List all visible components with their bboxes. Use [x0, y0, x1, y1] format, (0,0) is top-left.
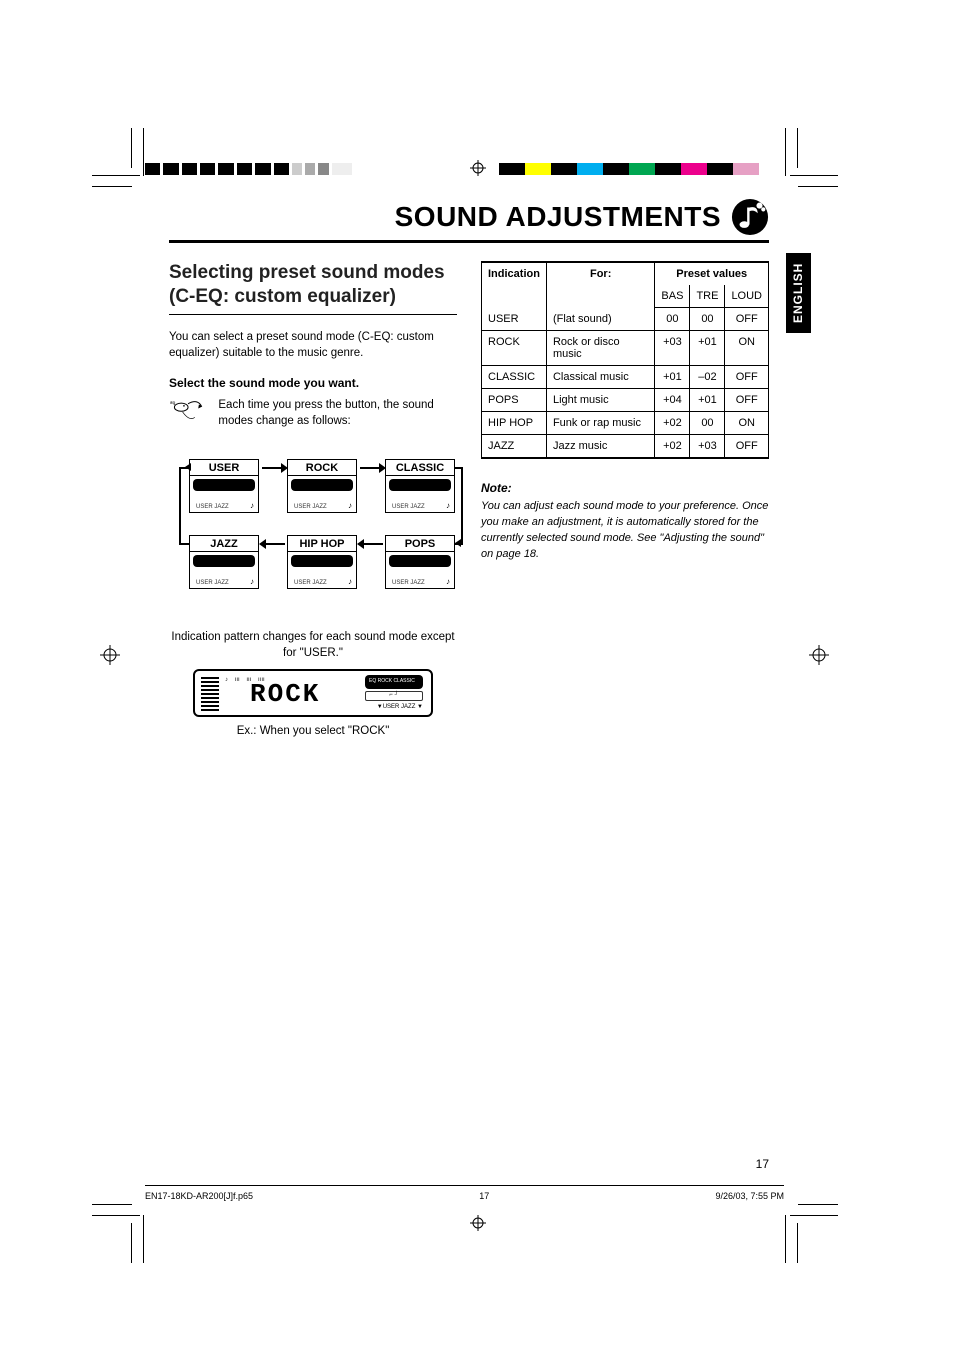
eq-caption: Each time you press the button, the soun… — [218, 397, 457, 429]
flow-box-pops: POPS USER JAZZ♪ — [385, 535, 455, 589]
lcd-right-panel: EQ ROCK CLASSIC ⌐ ┘ ▼USER JAZZ ▼ — [365, 675, 423, 713]
page-number: 17 — [756, 1157, 769, 1171]
cell-indication: POPS — [482, 389, 547, 412]
intro-text: You can select a preset sound mode (C-EQ… — [169, 329, 457, 362]
note-body: You can adjust each sound mode to your p… — [481, 499, 769, 563]
cell-indication: JAZZ — [482, 435, 547, 459]
cell-loud: OFF — [725, 308, 769, 331]
footer-page: 17 — [479, 1191, 489, 1201]
th-bas: BAS — [655, 285, 690, 308]
flow-box-user: USER USER JAZZ♪ — [189, 459, 259, 513]
register-mark-bottom — [470, 1215, 486, 1231]
table-row: HIP HOPFunk or rap music+0200ON — [482, 412, 769, 435]
cell-for: Classical music — [546, 366, 654, 389]
flow-diagram: USER USER JAZZ♪ ROCK USER JAZZ♪ CLASSIC … — [189, 459, 457, 619]
left-column: Selecting preset sound modes (C-EQ: cust… — [169, 261, 457, 737]
cell-for: Funk or rap music — [546, 412, 654, 435]
footer-datetime: 9/26/03, 7:55 PM — [715, 1191, 784, 1201]
color-blocks — [499, 163, 759, 175]
cell-loud: ON — [725, 412, 769, 435]
footer: EN17-18KD-AR200[J]f.p65 17 9/26/03, 7:55… — [145, 1185, 784, 1201]
cell-tre: –02 — [690, 366, 725, 389]
svg-text:EQ: EQ — [170, 401, 175, 405]
music-note-icon — [731, 198, 769, 236]
flow-box-hiphop: HIP HOP USER JAZZ♪ — [287, 535, 357, 589]
note-heading: Note: — [481, 481, 769, 495]
cell-indication: USER — [482, 308, 547, 331]
cell-tre: +01 — [690, 331, 725, 366]
cell-loud: OFF — [725, 389, 769, 412]
right-column: Indication For: Preset values BAS TRE LO… — [481, 261, 769, 737]
page-title-row: SOUND ADJUSTMENTS — [169, 198, 769, 243]
pattern-text: Indication pattern changes for each soun… — [169, 629, 457, 661]
cell-tre: +03 — [690, 435, 725, 459]
th-preset: Preset values — [655, 262, 769, 285]
th-indication: Indication — [482, 262, 547, 308]
table-row: POPSLight music+04+01OFF — [482, 389, 769, 412]
step-heading: Select the sound mode you want. — [169, 376, 457, 390]
th-tre: TRE — [690, 285, 725, 308]
table-row: ROCKRock or disco music+03+01ON — [482, 331, 769, 366]
cell-for: Light music — [546, 389, 654, 412]
cell-loud: OFF — [725, 435, 769, 459]
cell-bas: +03 — [655, 331, 690, 366]
language-tab: ENGLISH — [786, 253, 811, 333]
table-row: USER(Flat sound)0000OFF — [482, 308, 769, 331]
th-loud: LOUD — [725, 285, 769, 308]
table-row: JAZZJazz music+02+03OFF — [482, 435, 769, 459]
cell-loud: ON — [725, 331, 769, 366]
page-content: SOUND ADJUSTMENTS ENGLISH Selecting pres… — [169, 198, 769, 1171]
cell-indication: CLASSIC — [482, 366, 547, 389]
preset-tbody: USER(Flat sound)0000OFFROCKRock or disco… — [482, 308, 769, 459]
flow-box-classic: CLASSIC USER JAZZ♪ — [385, 459, 455, 513]
cell-indication: ROCK — [482, 331, 547, 366]
cell-bas: 00 — [655, 308, 690, 331]
register-mark-right — [809, 645, 829, 665]
cell-for: Rock or disco music — [546, 331, 654, 366]
page-title: SOUND ADJUSTMENTS — [395, 201, 721, 233]
footer-file: EN17-18KD-AR200[J]f.p65 — [145, 1191, 253, 1201]
cell-bas: +04 — [655, 389, 690, 412]
lcd-text: ROCK — [250, 679, 320, 709]
cell-bas: +02 — [655, 435, 690, 459]
eq-button-icon: EQ — [169, 397, 206, 435]
cell-tre: 00 — [690, 308, 725, 331]
register-mark-left — [100, 645, 120, 665]
cell-loud: OFF — [725, 366, 769, 389]
th-for: For: — [546, 262, 654, 308]
preset-table: Indication For: Preset values BAS TRE LO… — [481, 261, 769, 459]
cell-tre: 00 — [690, 412, 725, 435]
cell-for: Jazz music — [546, 435, 654, 459]
cell-for: (Flat sound) — [546, 308, 654, 331]
flow-box-rock: ROCK USER JAZZ♪ — [287, 459, 357, 513]
grayscale-blocks — [145, 163, 355, 175]
register-mark-top — [470, 160, 486, 176]
section-subtitle: Selecting preset sound modes (C-EQ: cust… — [169, 261, 457, 315]
cell-bas: +01 — [655, 366, 690, 389]
table-row: CLASSICClassical music+01–02OFF — [482, 366, 769, 389]
cell-indication: HIP HOP — [482, 412, 547, 435]
cell-tre: +01 — [690, 389, 725, 412]
flow-box-jazz: JAZZ USER JAZZ♪ — [189, 535, 259, 589]
example-caption: Ex.: When you select "ROCK" — [169, 725, 457, 737]
cell-bas: +02 — [655, 412, 690, 435]
lcd-example: ♪ ııı ııı ıııı ROCK EQ ROCK CLASSIC ⌐ ┘ … — [193, 669, 433, 717]
lcd-bars-icon — [201, 677, 219, 709]
